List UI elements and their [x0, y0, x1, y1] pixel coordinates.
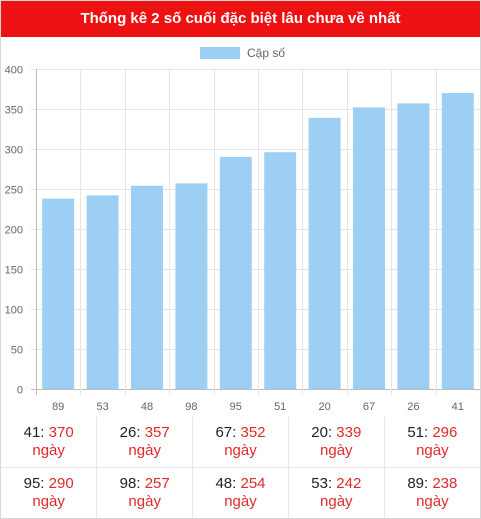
pair-number: 53 — [311, 475, 328, 492]
stats-cell: 53: 242 ngày — [287, 467, 385, 518]
pair-number: 48 — [215, 475, 233, 492]
y-tick-label: 300 — [5, 145, 23, 157]
x-tick-label: 95 — [230, 401, 242, 413]
pair-number: 95 — [23, 475, 41, 492]
bar-53 — [86, 195, 119, 389]
days-value: 238 — [432, 475, 458, 492]
pair-number: 41 — [23, 424, 41, 441]
stats-cell: 51: 296 ngày — [383, 417, 480, 468]
days-unit: ngày — [224, 493, 257, 510]
x-tick-label: 89 — [52, 401, 64, 413]
pair-number: 67 — [215, 424, 233, 441]
legend-label: Cặp số — [247, 46, 285, 60]
days-value: 339 — [336, 424, 362, 441]
stats-row: 95: 290 ngày 98: 257 ngày 48: 254 ngày 53: 242… — [1, 467, 480, 518]
days-value: 357 — [144, 424, 170, 441]
legend-swatch — [200, 47, 240, 59]
days-value: 257 — [144, 475, 170, 492]
stats-cell: 20: 339 ngày — [287, 417, 385, 468]
x-tick-label: 53 — [96, 401, 108, 413]
days-unit: ngày — [128, 442, 161, 459]
days-unit: ngày — [32, 493, 65, 510]
y-tick-label: 350 — [5, 105, 23, 117]
stats-cell: 95: 290 ngày — [1, 467, 98, 518]
days-value: 370 — [48, 424, 74, 441]
x-tick-label: 51 — [274, 401, 286, 413]
x-tick-label: 98 — [185, 401, 197, 413]
bar-67 — [353, 107, 385, 390]
y-tick-label: 50 — [11, 345, 23, 357]
stats-cell: 98: 257 ngày — [96, 467, 194, 518]
y-tick-label: 400 — [5, 65, 23, 77]
x-tick-label: 26 — [407, 401, 419, 413]
x-tick-label: 41 — [452, 401, 464, 413]
stats-cell: 48: 254 ngày — [192, 467, 289, 518]
y-tick-label: 250 — [5, 185, 23, 197]
y-tick-label: 100 — [5, 305, 23, 317]
stats-row: 41: 370 ngày 26: 357 ngày 67: 352 ngày 20: 339… — [1, 417, 480, 468]
days-unit: ngày — [320, 493, 353, 510]
days-unit: ngày — [128, 493, 161, 510]
y-tick-label: 200 — [5, 225, 23, 237]
pair-number: 51 — [407, 424, 424, 441]
bar-89 — [42, 198, 75, 389]
days-value: 296 — [432, 424, 458, 441]
bar-98 — [175, 183, 208, 389]
bar-51 — [264, 152, 297, 389]
bar-20 — [308, 117, 341, 390]
days-value: 352 — [240, 424, 266, 441]
pair-number: 89 — [407, 475, 424, 492]
days-value: 254 — [240, 475, 266, 492]
days-unit: ngày — [224, 442, 257, 459]
days-value: 290 — [48, 475, 74, 492]
bar-48 — [131, 185, 163, 389]
days-value: 242 — [336, 475, 362, 492]
x-tick-label: 67 — [363, 401, 375, 413]
pair-number: 26 — [119, 424, 137, 441]
days-unit: ngày — [416, 442, 449, 459]
stats-cell: 26: 357 ngày — [96, 417, 194, 468]
x-tick-label: 20 — [318, 401, 330, 413]
stats-table: 41: 370 ngày 26: 357 ngày 67: 352 ngày 20: 339… — [1, 417, 480, 518]
bar-41 — [441, 93, 474, 389]
days-unit: ngày — [320, 442, 353, 459]
bar-chart-svg: Cặp số 0 50 100 150 200 250 300 350 400 89 53 48 98 95… — [5, 46, 480, 413]
days-unit: ngày — [32, 442, 65, 459]
bar-95 — [219, 157, 252, 389]
y-tick-label: 0 — [17, 385, 23, 397]
stats-cell: 67: 352 ngày — [192, 417, 289, 468]
pair-number: 98 — [119, 475, 137, 492]
pair-number: 20 — [311, 424, 328, 441]
stats-cell: 41: 370 ngày — [1, 417, 98, 468]
bar-26 — [397, 103, 430, 390]
stats-cell: 89: 238 ngày — [383, 467, 480, 518]
y-tick-label: 150 — [5, 265, 23, 277]
days-unit: ngày — [416, 493, 449, 510]
x-tick-label: 48 — [141, 401, 153, 413]
page-title: Thống kê 2 số cuối đặc biệt lâu chưa về … — [1, 1, 480, 37]
bar-chart: Cặp số 0 50 100 150 200 250 300 350 400 89 53 48 98 95… — [1, 37, 480, 417]
